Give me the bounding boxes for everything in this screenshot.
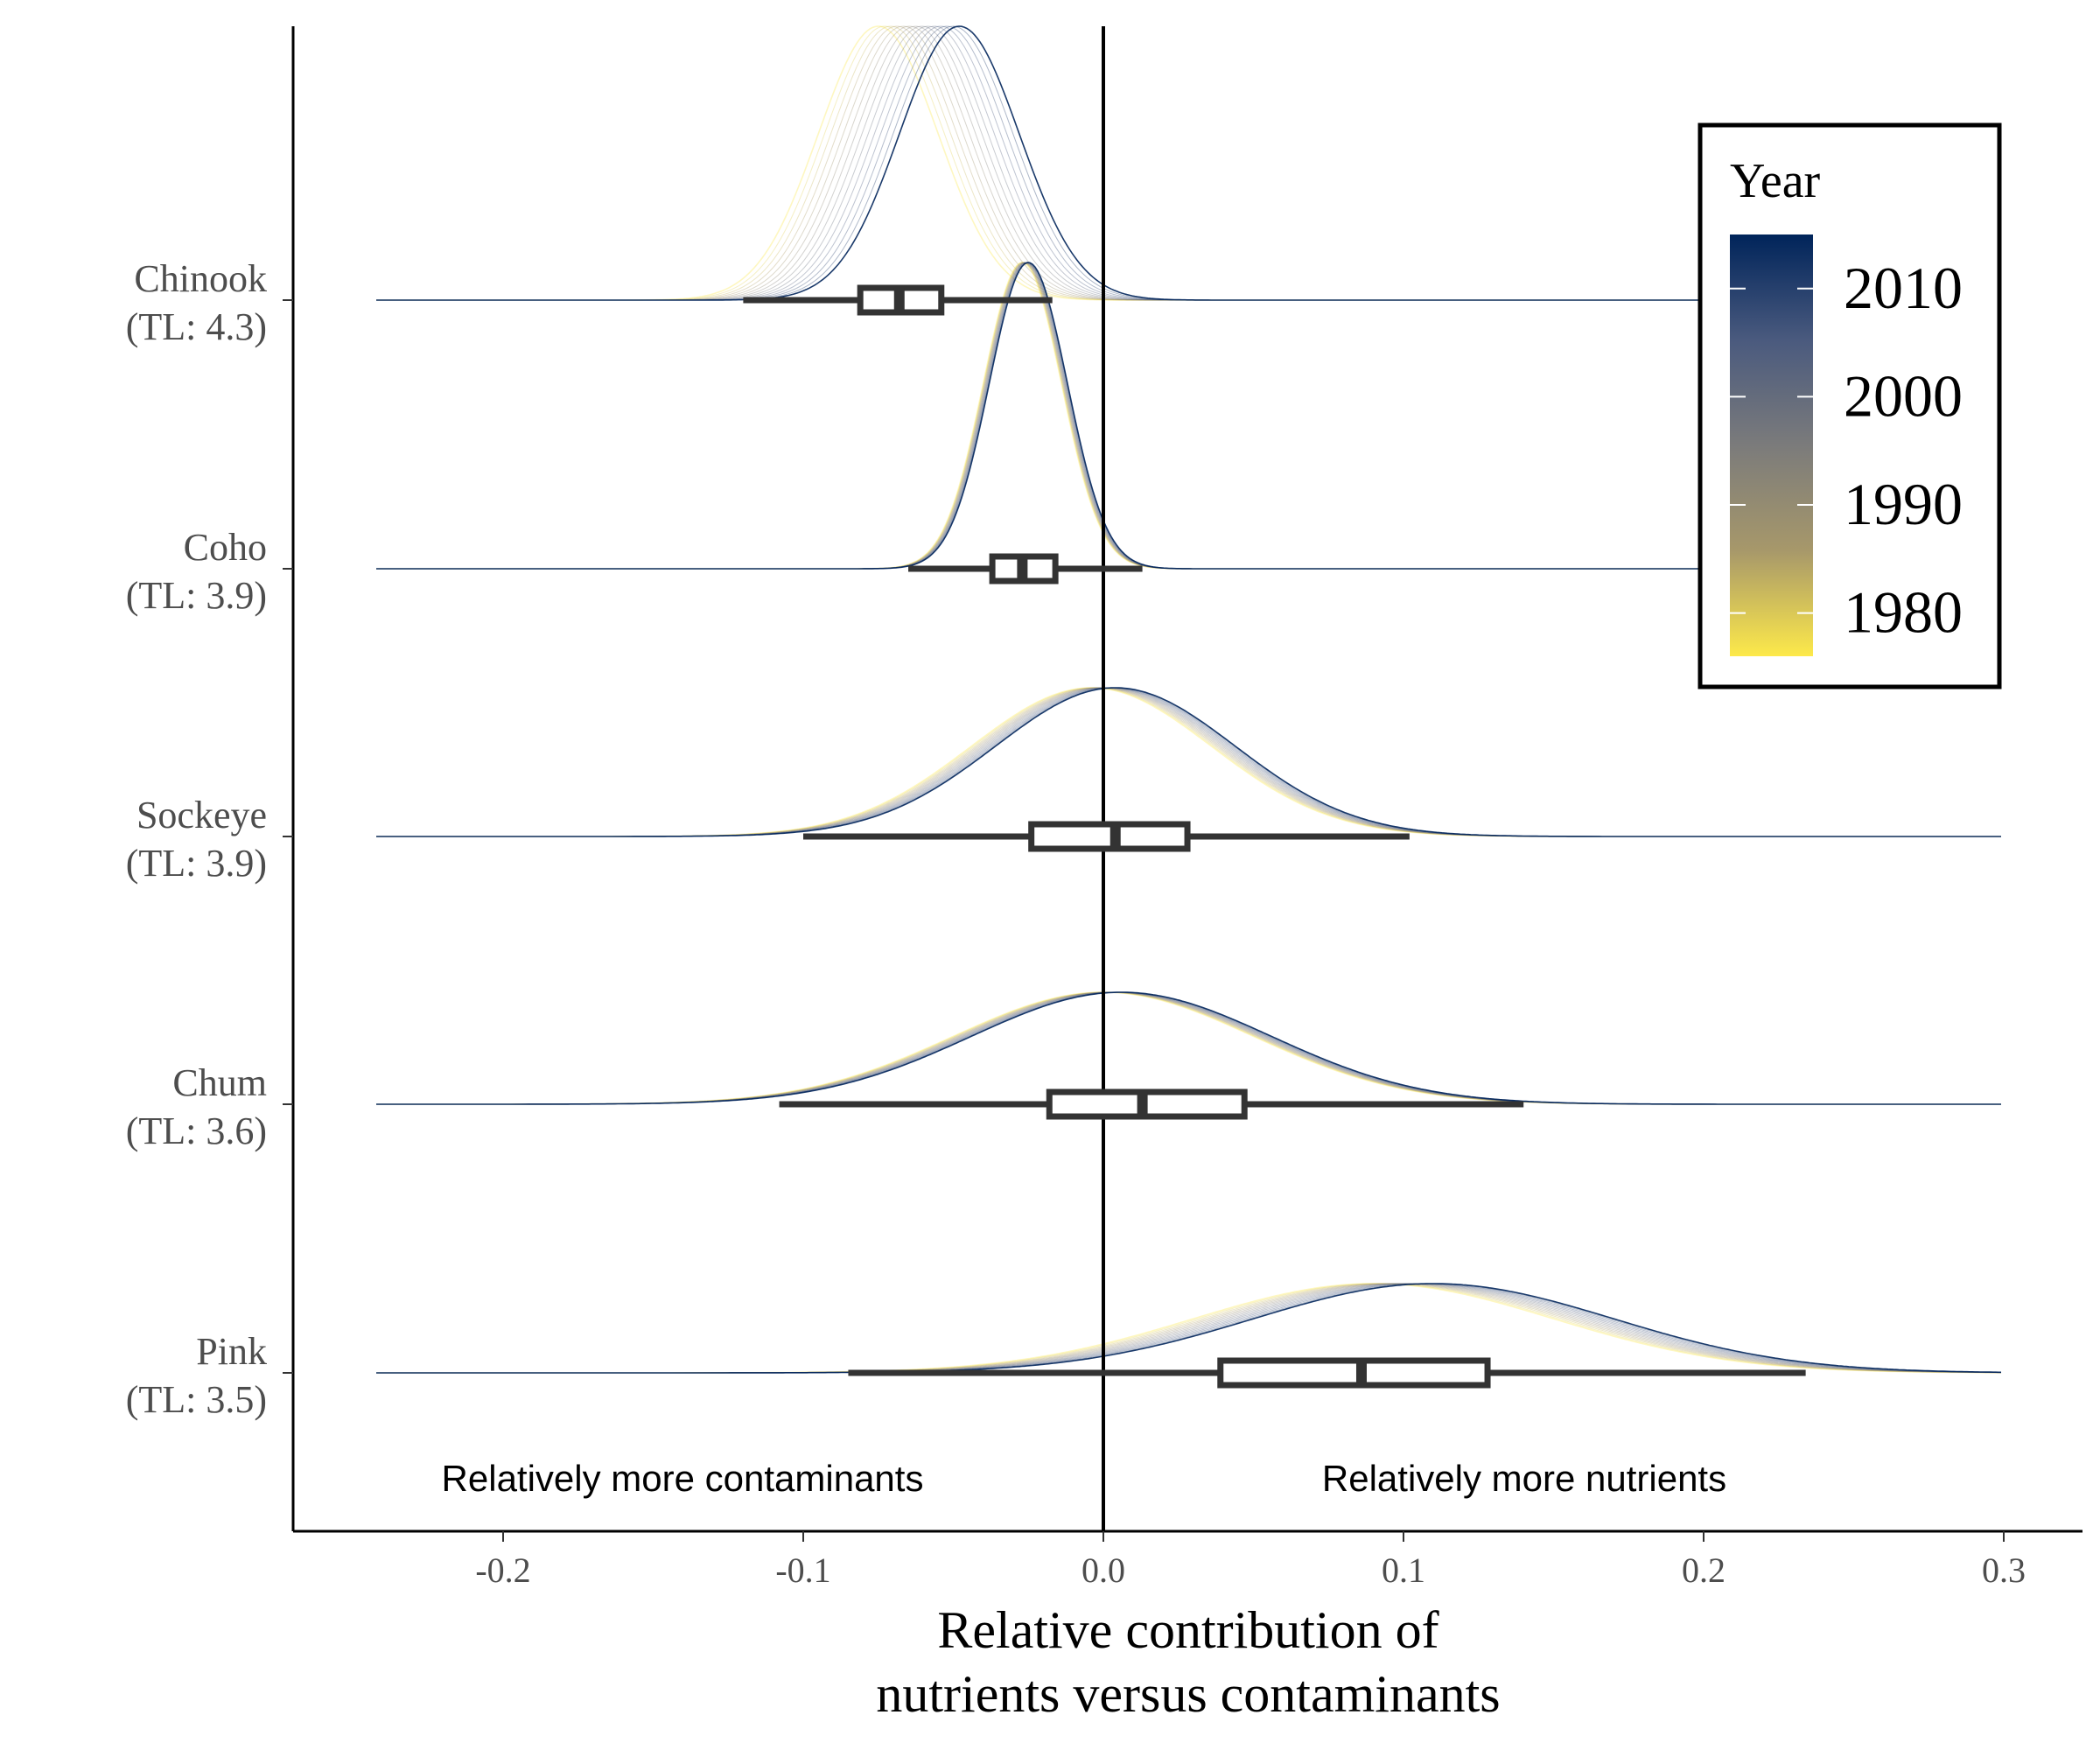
boxplot-chum <box>779 1088 1524 1120</box>
boxplot-coho <box>908 553 1143 584</box>
species-label: Coho <box>184 526 267 569</box>
legend: Year 1980 1990 2000 2010 <box>1698 122 2002 690</box>
legend-tick-label: 1980 <box>1844 579 1963 646</box>
axes: -0.2 -0.1 0.0 0.1 0.2 0.3 <box>283 26 2082 1590</box>
boxplot-sockeye <box>803 821 1410 852</box>
ridge-pink <box>376 1283 2002 1374</box>
x-axis-title-line: nutrients versus contaminants <box>876 1665 1500 1723</box>
x-tick-label: 0.2 <box>1682 1550 1726 1590</box>
labels: Chinook (TL: 4.3) Coho (TL: 3.9) Sockeye (TL:… <box>126 257 1726 1723</box>
species-label: Chum <box>172 1061 267 1104</box>
density-curve-sockeye <box>376 687 2001 837</box>
trophic-level-label: (TL: 3.6) <box>126 1110 267 1152</box>
density-curve-sockeye <box>376 687 2001 837</box>
trophic-level-label: (TL: 3.9) <box>126 842 267 885</box>
density-curve-sockeye <box>376 687 2001 837</box>
ridge-sockeye <box>376 687 2001 837</box>
density-curve-sockeye <box>376 687 2001 837</box>
boxplot-chinook <box>743 284 1053 316</box>
legend-tick-label: 1990 <box>1844 471 1963 537</box>
trophic-level-label: (TL: 3.9) <box>126 574 267 617</box>
legend-title: Year <box>1730 154 1821 208</box>
iqr-box <box>1028 821 1191 852</box>
density-curve-chum <box>376 991 2001 1105</box>
legend-tick-label: 2000 <box>1844 362 1963 429</box>
annotation-left: Relatively more contaminants <box>442 1458 924 1499</box>
density-curve-sockeye <box>376 687 2001 837</box>
x-tick-label: -0.2 <box>475 1550 530 1590</box>
boxplot-pink <box>848 1357 1806 1389</box>
density-curve-sockeye <box>376 687 2001 837</box>
x-tick-label: 0.3 <box>1982 1550 2026 1590</box>
species-label: Chinook <box>134 257 267 300</box>
density-curve-sockeye <box>376 687 2001 837</box>
iqr-box <box>1217 1357 1491 1389</box>
legend-tick-label: 2010 <box>1844 255 1963 321</box>
x-axis-title-line: Relative contribution of <box>937 1601 1438 1659</box>
density-curve-pink <box>376 1283 2001 1374</box>
trophic-level-label: (TL: 4.3) <box>126 305 267 348</box>
density-curve-sockeye <box>376 687 2001 837</box>
density-curve-sockeye <box>376 687 2001 837</box>
ridge-chum <box>376 991 2001 1105</box>
density-curve-sockeye <box>376 687 2001 837</box>
density-curve-chum <box>376 991 2001 1105</box>
trophic-level-label: (TL: 3.5) <box>126 1378 267 1421</box>
species-label: Sockeye <box>136 794 267 836</box>
legend-colorbar <box>1730 234 1813 656</box>
density-curve-sockeye <box>376 687 2001 837</box>
x-tick-label: 0.1 <box>1382 1550 1425 1590</box>
x-tick-label: -0.1 <box>775 1550 830 1590</box>
box-plots <box>743 284 1806 1389</box>
density-curve-sockeye <box>376 687 2001 837</box>
species-label: Pink <box>196 1330 267 1373</box>
x-tick-label: 0.0 <box>1082 1550 1125 1590</box>
density-curve-sockeye <box>376 687 2001 837</box>
density-curve-sockeye <box>376 687 2001 837</box>
annotation-right: Relatively more nutrients <box>1322 1458 1726 1499</box>
